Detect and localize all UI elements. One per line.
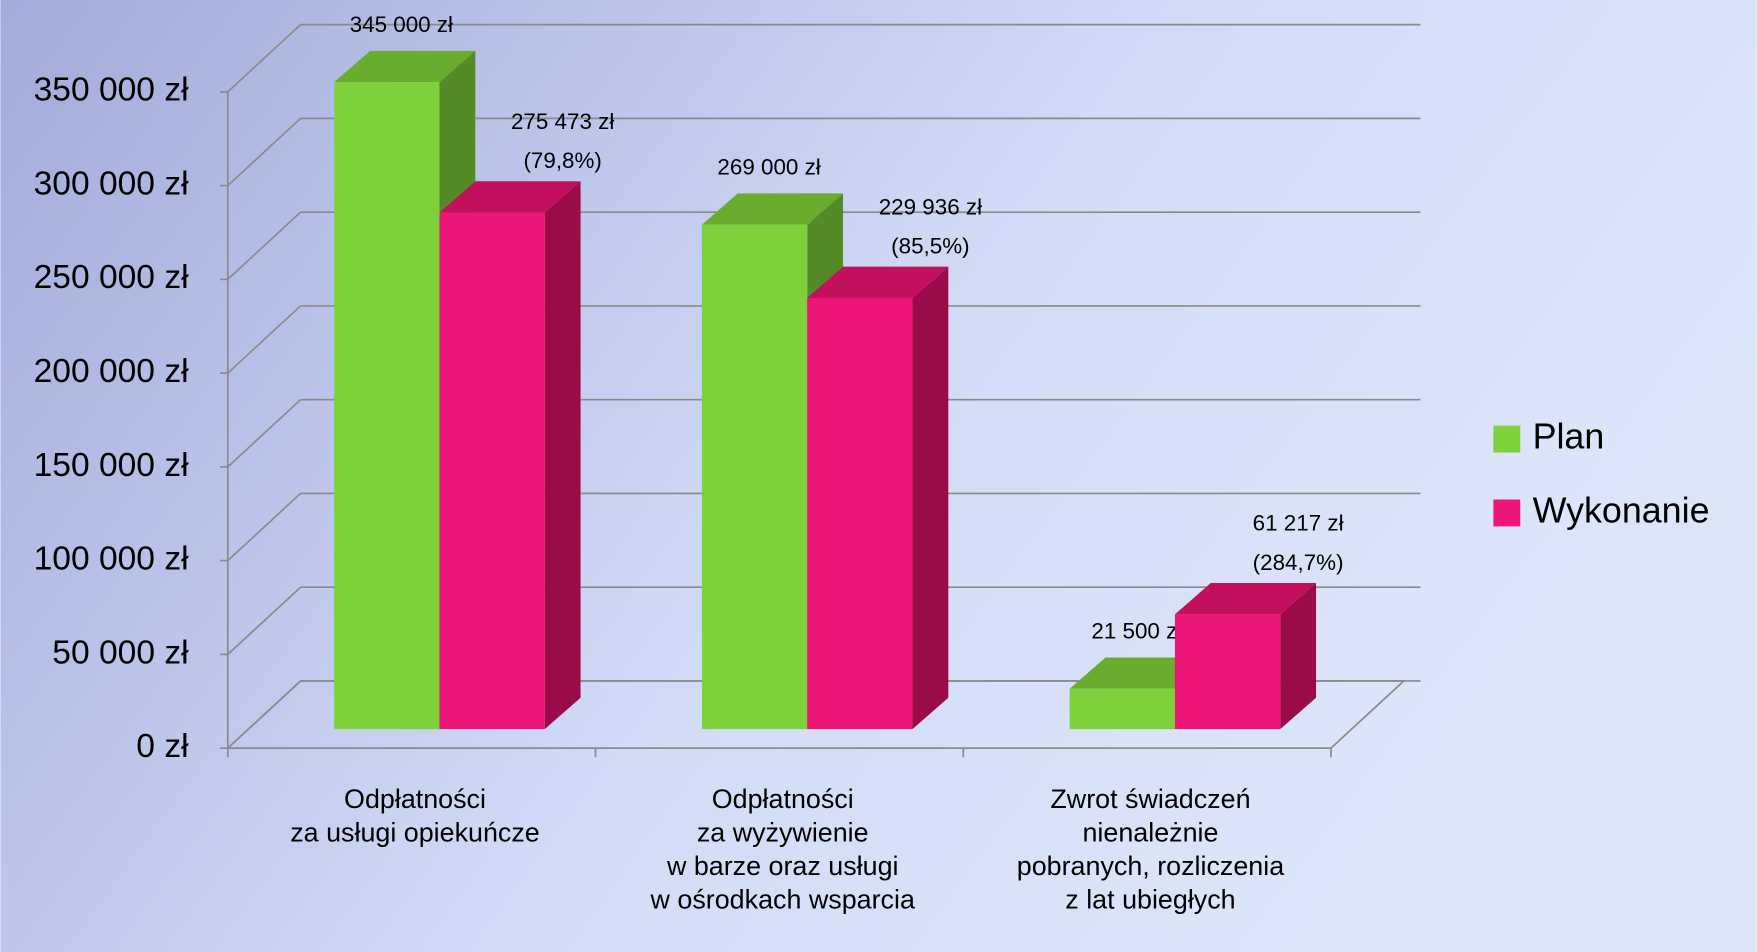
bar-top [439, 181, 581, 213]
y-tick-label: 250 000 zł [34, 259, 189, 296]
grid-line [227, 117, 302, 187]
grid-line [227, 680, 302, 749]
grid-line [227, 211, 302, 280]
bar [1174, 614, 1281, 730]
x-tick-label: Zwrot świadczeń nienależnie pobranych, roz… [1017, 784, 1284, 915]
y-tick-label: 0 zł [136, 728, 189, 765]
legend-swatch [1493, 499, 1521, 527]
value-label: 345 000 zł [350, 12, 453, 37]
bar-top [1174, 582, 1317, 615]
value-label: 269 000 zł [717, 155, 820, 180]
bar-top [807, 266, 949, 298]
value-label: (79,8%) [523, 148, 601, 173]
y-tick-label: 100 000 zł [34, 541, 189, 578]
value-label: 61 217 zł [1253, 511, 1344, 536]
y-tick-label: 300 000 zł [34, 165, 189, 202]
y-tick-label: 150 000 zł [34, 447, 189, 484]
bar-side [1280, 582, 1317, 730]
bar [701, 224, 808, 730]
y-tick-label: 200 000 zł [34, 353, 189, 390]
grid-line [227, 24, 302, 93]
value-label: 21 500 zł [1091, 619, 1182, 644]
legend-label: Wykonanie [1533, 490, 1710, 530]
bar-top [701, 193, 844, 225]
y-tick-label: 50 000 zł [52, 634, 189, 671]
x-tick-label: Odpłatności za usługi opiekuńcze [290, 784, 539, 848]
bar-side [912, 266, 949, 730]
value-label: (284,7%) [1253, 550, 1344, 575]
bar-side [544, 181, 581, 730]
bar [439, 212, 545, 730]
bar [334, 82, 440, 730]
value-label: 229 936 zł [879, 194, 982, 219]
y-tick-label: 350 000 zł [34, 72, 189, 109]
legend-label: Plan [1533, 417, 1605, 457]
bar [807, 297, 913, 730]
x-tick-label: Odpłatności za wyżywienie w barze oraz usł… [650, 784, 915, 915]
legend-swatch [1493, 425, 1521, 453]
grid-line [227, 492, 302, 562]
grid-line [227, 305, 302, 374]
bar [1069, 688, 1175, 730]
value-label: 275 473 zł [511, 109, 614, 134]
grid-line [227, 399, 302, 468]
value-label: (85,5%) [891, 233, 969, 258]
grid-line [227, 586, 302, 656]
bar-top [334, 50, 476, 83]
